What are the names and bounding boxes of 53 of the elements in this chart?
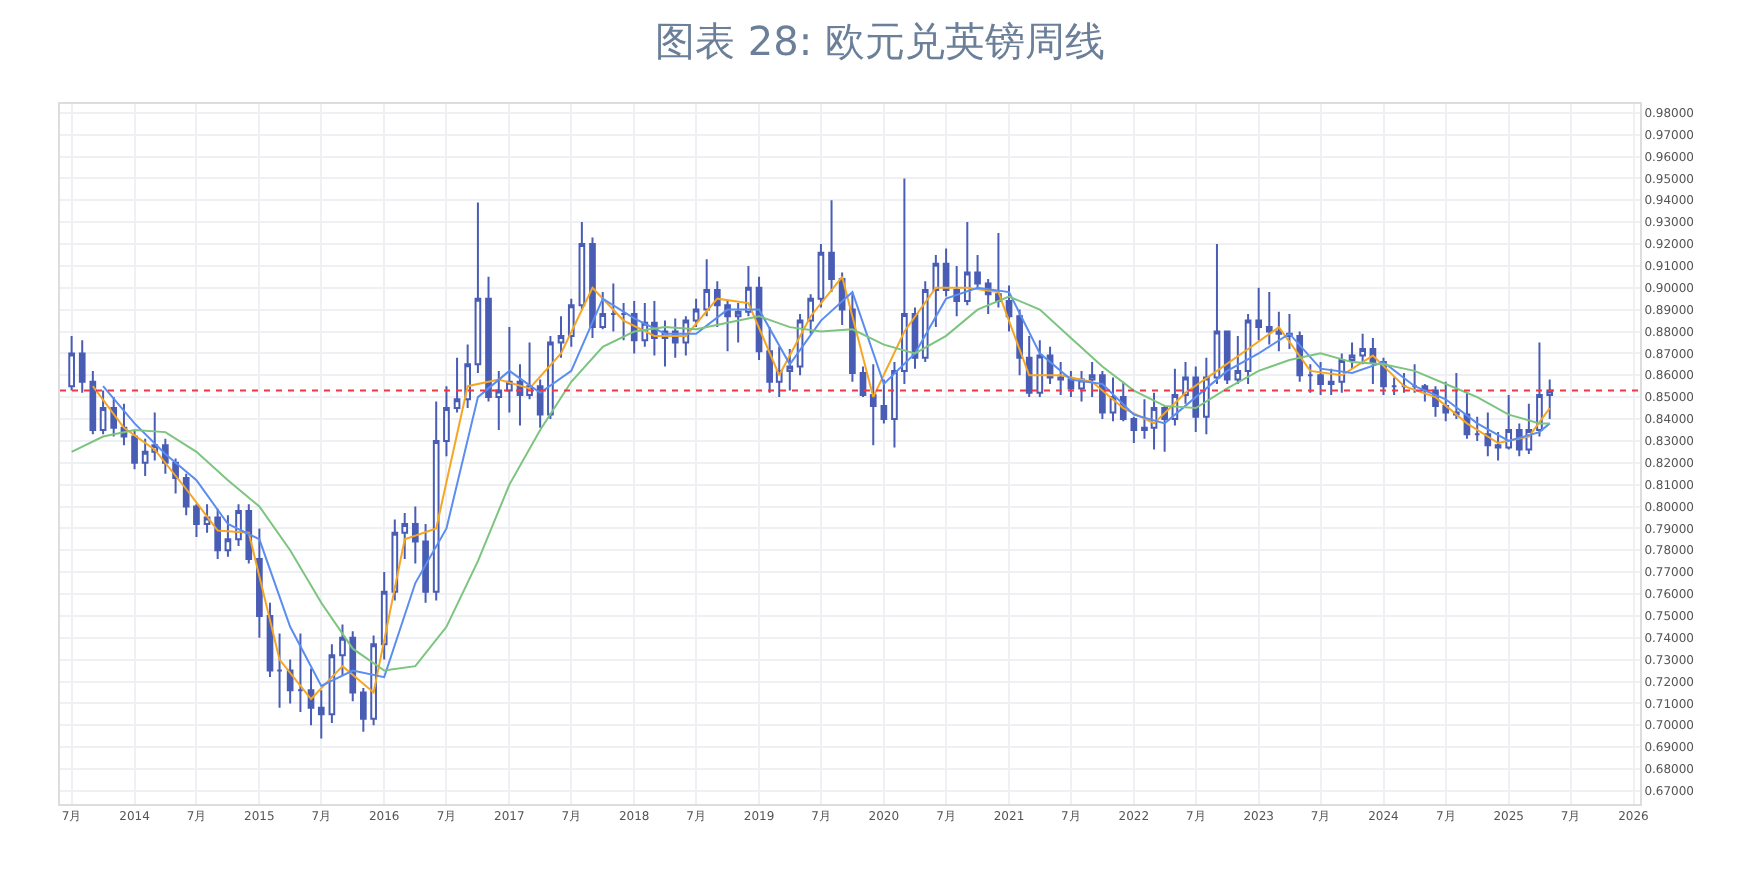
candlestick bbox=[692, 297, 700, 329]
candlestick bbox=[1265, 291, 1273, 346]
candlestick bbox=[256, 527, 263, 639]
candlestick bbox=[1057, 361, 1065, 396]
candlestick bbox=[578, 221, 586, 311]
candlestick bbox=[307, 667, 315, 727]
candlestick bbox=[869, 363, 877, 447]
candlestick bbox=[453, 356, 461, 414]
candlestick bbox=[68, 334, 75, 392]
candlestick bbox=[1505, 393, 1513, 451]
candlestick bbox=[131, 428, 138, 471]
candlestick bbox=[620, 302, 627, 342]
candlestick bbox=[610, 282, 617, 333]
candlestick bbox=[1400, 372, 1408, 394]
candlestick bbox=[859, 365, 867, 399]
candlestick bbox=[1306, 363, 1314, 394]
candlestick bbox=[1494, 431, 1502, 462]
candlestick bbox=[891, 361, 898, 449]
candlestick bbox=[474, 201, 482, 375]
candlestick bbox=[506, 326, 513, 414]
candlestick bbox=[880, 378, 888, 425]
candlestick bbox=[203, 503, 211, 534]
candlestick bbox=[932, 253, 940, 329]
candlestick bbox=[99, 389, 107, 436]
candlestick bbox=[1109, 376, 1117, 423]
candlestick bbox=[1088, 361, 1096, 399]
candlestick bbox=[703, 258, 711, 318]
candlestick bbox=[1390, 376, 1398, 396]
candlestick bbox=[1359, 332, 1366, 366]
candlestick bbox=[1275, 310, 1283, 353]
candlestick bbox=[828, 199, 835, 294]
candlestick bbox=[1078, 369, 1085, 403]
candlestick bbox=[1317, 361, 1324, 396]
candlestick bbox=[1213, 243, 1221, 385]
chart-title: 图表 28: 欧元兑英镑周线 bbox=[655, 16, 1105, 65]
candlestick bbox=[953, 264, 961, 318]
candlestick bbox=[214, 507, 221, 560]
candlestick bbox=[1473, 415, 1481, 442]
candlestick bbox=[276, 632, 283, 709]
candlestick bbox=[286, 658, 294, 705]
candlestick bbox=[297, 632, 304, 714]
candlestick bbox=[817, 243, 825, 309]
candlestick bbox=[557, 315, 565, 359]
candlestick bbox=[1484, 411, 1492, 458]
candlestick bbox=[1453, 372, 1460, 420]
candlestick bbox=[1130, 415, 1138, 445]
candlestick bbox=[901, 177, 908, 385]
candlestick bbox=[317, 689, 325, 740]
candlestick bbox=[942, 247, 950, 298]
candlestick bbox=[224, 514, 232, 558]
candlestick bbox=[1255, 286, 1263, 342]
candlestick bbox=[1348, 341, 1356, 370]
candlestick bbox=[1411, 363, 1418, 394]
